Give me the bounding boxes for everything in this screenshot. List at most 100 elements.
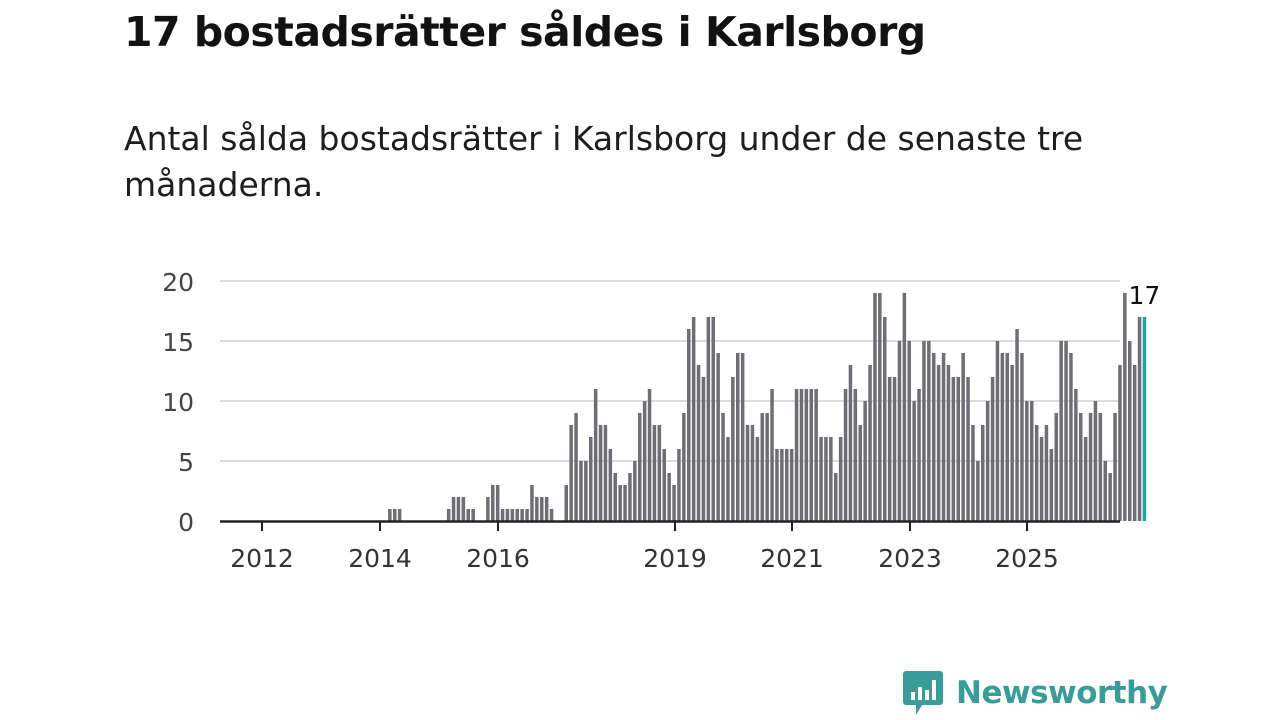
bar bbox=[618, 485, 622, 521]
bar bbox=[932, 353, 936, 521]
bar-highlight bbox=[1142, 317, 1147, 521]
bar bbox=[1128, 341, 1132, 521]
bar bbox=[593, 389, 598, 521]
y-tick-label: 5 bbox=[178, 448, 194, 477]
bar bbox=[1074, 389, 1078, 521]
bar bbox=[1108, 473, 1112, 521]
bar bbox=[981, 425, 985, 521]
bar bbox=[696, 365, 701, 521]
bar bbox=[456, 497, 461, 521]
bar bbox=[564, 485, 568, 521]
bar bbox=[1069, 353, 1073, 521]
bar bbox=[642, 401, 647, 521]
bar bbox=[1054, 413, 1058, 521]
bar bbox=[1039, 437, 1044, 521]
bar bbox=[579, 461, 583, 521]
bar bbox=[976, 461, 980, 521]
brand-name: Newsworthy bbox=[956, 675, 1168, 711]
bar bbox=[451, 497, 456, 521]
bar bbox=[794, 389, 799, 521]
bar bbox=[755, 437, 760, 521]
bar bbox=[1015, 329, 1019, 521]
bar bbox=[1010, 365, 1014, 521]
bar bbox=[672, 485, 676, 521]
bar bbox=[873, 293, 877, 521]
bar bbox=[647, 389, 652, 521]
bar bbox=[946, 365, 951, 521]
bar bbox=[677, 449, 681, 521]
bar bbox=[1079, 413, 1083, 521]
bar bbox=[706, 317, 711, 521]
y-tick-label: 10 bbox=[162, 388, 194, 417]
bar bbox=[1123, 293, 1127, 521]
bar bbox=[603, 425, 608, 521]
chart-subtitle: Antal sålda bostadsrätter i Karlsborg un… bbox=[124, 119, 1084, 204]
bar bbox=[500, 509, 505, 521]
chart-title: 17 bostadsrätter såldes i Karlsborg bbox=[124, 8, 926, 56]
bar bbox=[745, 425, 750, 521]
x-tick-label: 2025 bbox=[995, 544, 1059, 573]
bar bbox=[1005, 353, 1009, 521]
bar bbox=[520, 509, 524, 521]
bar bbox=[736, 353, 740, 521]
bar bbox=[922, 341, 926, 521]
bar bbox=[701, 377, 706, 521]
bar bbox=[687, 329, 691, 521]
bar bbox=[1020, 353, 1024, 521]
bar bbox=[1103, 461, 1107, 521]
bar bbox=[971, 425, 975, 521]
y-tick-label: 15 bbox=[162, 328, 194, 357]
chart-bubble-icon bbox=[903, 671, 943, 715]
bar bbox=[598, 425, 603, 521]
bar bbox=[927, 341, 931, 521]
bar bbox=[907, 341, 911, 521]
bar bbox=[549, 509, 554, 521]
bar bbox=[388, 509, 392, 521]
bar bbox=[393, 509, 397, 521]
bar bbox=[789, 449, 794, 521]
bar bbox=[623, 485, 627, 521]
bar bbox=[775, 449, 779, 521]
bar bbox=[814, 389, 818, 521]
x-tick-label: 2019 bbox=[643, 544, 707, 573]
bar bbox=[461, 497, 466, 521]
bar bbox=[1093, 401, 1098, 521]
bar bbox=[584, 461, 588, 521]
bar bbox=[495, 485, 500, 521]
bar bbox=[711, 317, 715, 521]
bar bbox=[770, 389, 774, 521]
y-tick-label: 0 bbox=[178, 508, 194, 537]
bar bbox=[863, 401, 867, 521]
bar bbox=[838, 437, 843, 521]
bar bbox=[868, 365, 872, 521]
bar bbox=[638, 413, 642, 521]
bar bbox=[995, 341, 1000, 521]
bar bbox=[1049, 449, 1054, 521]
bar bbox=[574, 413, 578, 521]
bar bbox=[544, 497, 549, 521]
bar bbox=[1113, 413, 1117, 521]
bar bbox=[1088, 413, 1093, 521]
bar bbox=[887, 377, 892, 521]
bar bbox=[657, 425, 662, 521]
bar bbox=[750, 425, 755, 521]
bar bbox=[486, 497, 490, 521]
bar bbox=[691, 317, 696, 521]
bar bbox=[1030, 401, 1034, 521]
bar bbox=[990, 377, 995, 521]
bar bbox=[878, 293, 882, 521]
bar bbox=[491, 485, 495, 521]
bar bbox=[785, 449, 789, 521]
bar bbox=[760, 413, 764, 521]
bar bbox=[1098, 413, 1103, 521]
bar bbox=[941, 353, 946, 521]
bar bbox=[843, 389, 848, 521]
bar bbox=[540, 497, 544, 521]
bar bbox=[716, 353, 720, 521]
bar bbox=[1025, 401, 1029, 521]
bar bbox=[505, 509, 510, 521]
bar bbox=[589, 437, 593, 521]
bar bbox=[765, 413, 769, 521]
bar bbox=[1064, 341, 1068, 521]
bar bbox=[966, 377, 970, 521]
